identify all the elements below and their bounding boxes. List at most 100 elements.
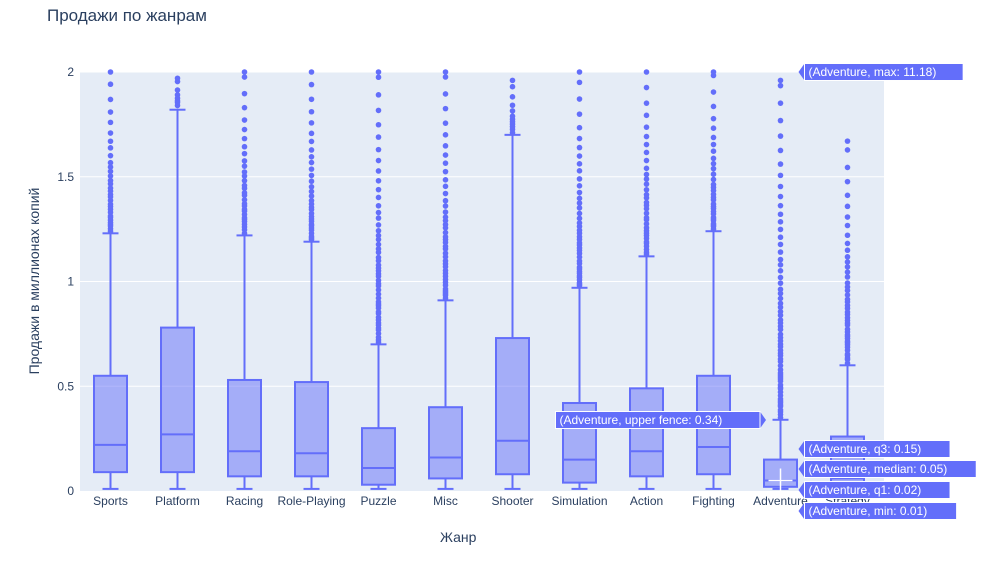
outlier-point	[576, 144, 583, 151]
outlier-point	[308, 159, 315, 166]
outlier-point	[375, 254, 382, 261]
outlier-point	[777, 362, 784, 369]
outlier-point	[241, 90, 248, 97]
outlier-point	[174, 87, 181, 93]
y-tick-label: 0	[67, 484, 74, 498]
outlier-point	[777, 172, 784, 179]
x-tick-label: Action	[630, 494, 663, 508]
outlier-point	[375, 121, 382, 128]
box-action	[629, 69, 664, 490]
box-sports	[93, 69, 128, 490]
outlier-point	[710, 141, 717, 148]
outlier-point	[777, 366, 784, 373]
outlier-point	[710, 115, 717, 122]
outlier-point	[643, 84, 650, 91]
outliers	[107, 69, 114, 235]
outlier-point	[643, 124, 650, 130]
hover-label: (Adventure, upper fence: 0.34)	[555, 411, 766, 429]
outlier-point	[107, 96, 114, 103]
outlier-point	[375, 215, 382, 221]
outlier-point	[710, 103, 717, 110]
outliers	[241, 69, 248, 237]
outlier-point	[844, 284, 851, 290]
hover-label-text: (Adventure, min: 0.01)	[809, 504, 928, 518]
hover-label: (Adventure, q3: 0.15)	[798, 440, 951, 458]
boxes-layer	[93, 69, 865, 490]
iqr-box	[629, 387, 664, 478]
outlier-point	[107, 177, 114, 184]
outlier-point	[509, 108, 516, 114]
outlier-point	[576, 215, 583, 222]
box-puzzle	[361, 69, 396, 490]
outlier-point	[308, 172, 315, 179]
x-tick-label: Fighting	[692, 494, 735, 508]
outliers	[844, 138, 851, 367]
gridlines	[80, 71, 884, 387]
outlier-point	[308, 184, 315, 190]
outlier-point	[442, 91, 449, 97]
outlier-point	[241, 69, 248, 75]
hover-label-box	[804, 481, 951, 499]
outlier-point	[576, 135, 583, 142]
hover-label-box	[804, 63, 964, 81]
outlier-point	[777, 304, 784, 311]
outlier-point	[777, 183, 784, 190]
outlier-point	[710, 171, 717, 178]
outlier-point	[107, 145, 114, 151]
outlier-point	[844, 326, 851, 333]
box-adventure	[763, 77, 798, 490]
hover-label: (Adventure, max: 11.18)	[798, 63, 964, 81]
outlier-point	[844, 264, 851, 270]
outlier-point	[442, 160, 449, 166]
outlier-point	[308, 138, 315, 145]
hover-label-box	[804, 440, 951, 458]
outlier-point	[375, 295, 382, 301]
outlier-point	[442, 250, 449, 257]
outlier-point	[576, 96, 583, 102]
y-tick-label: 1.5	[57, 170, 74, 184]
outlier-point	[375, 92, 382, 98]
outlier-point	[442, 229, 449, 236]
outlier-point	[643, 191, 650, 198]
outlier-point	[576, 153, 583, 159]
outlier-point	[777, 147, 784, 154]
outlier-point	[643, 181, 650, 187]
outlier-point	[107, 138, 114, 145]
outlier-point	[777, 331, 784, 338]
outlier-point	[308, 210, 315, 217]
outliers	[308, 69, 315, 243]
outlier-point	[710, 201, 717, 207]
outlier-point	[710, 69, 717, 75]
outlier-point	[576, 69, 583, 75]
box-misc	[428, 69, 463, 490]
outlier-point	[576, 111, 583, 117]
outliers	[509, 77, 516, 136]
outlier-point	[777, 193, 784, 200]
outlier-point	[643, 171, 650, 178]
outlier-point	[844, 147, 851, 153]
outlier-point	[107, 173, 114, 179]
outliers	[174, 75, 181, 109]
hover-label-pointer	[798, 63, 805, 81]
hover-label-text: (Adventure, max: 11.18)	[809, 65, 937, 79]
outlier-point	[442, 183, 449, 190]
outlier-point	[375, 134, 382, 140]
outlier-point	[442, 190, 449, 197]
outlier-point	[643, 224, 650, 231]
outlier-point	[576, 168, 583, 174]
outlier-point	[241, 177, 248, 184]
outlier-point	[643, 112, 650, 119]
iqr-box	[160, 326, 195, 474]
outlier-point	[308, 197, 315, 204]
outlier-point	[375, 157, 382, 164]
outlier-point	[643, 221, 650, 227]
outlier-point	[442, 143, 449, 149]
outlier-point	[375, 227, 382, 234]
outlier-point	[777, 268, 784, 274]
outlier-point	[442, 120, 449, 126]
outlier-point	[844, 192, 851, 199]
outlier-point	[375, 202, 382, 209]
outlier-point	[844, 138, 851, 144]
outlier-point	[576, 79, 583, 86]
outlier-point	[241, 135, 248, 142]
